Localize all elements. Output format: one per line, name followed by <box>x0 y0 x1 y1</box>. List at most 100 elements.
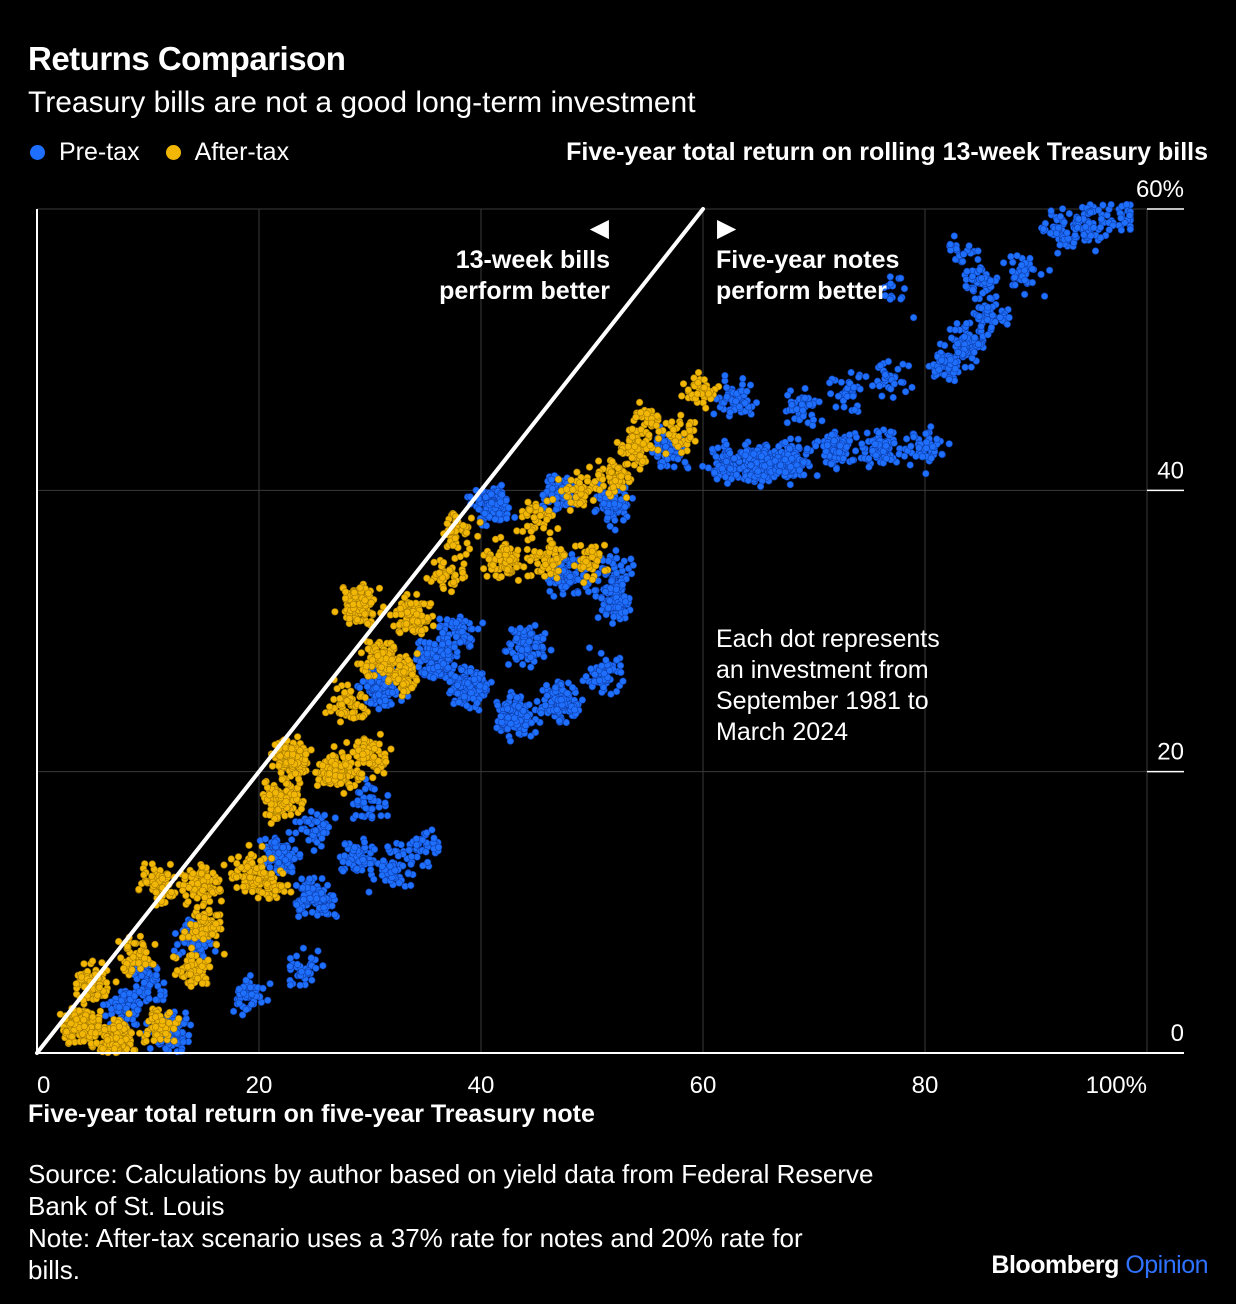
scatter-point <box>179 1038 187 1046</box>
scatter-point <box>900 285 909 293</box>
scatter-point <box>783 391 792 399</box>
scatter-point <box>391 866 399 875</box>
scatter-point <box>628 494 637 502</box>
scatter-point <box>606 522 614 530</box>
scatter-point <box>922 444 930 452</box>
scatter-point <box>318 834 326 842</box>
scatter-point <box>360 838 369 846</box>
scatter-point <box>1065 210 1073 218</box>
scatter-point <box>158 875 166 883</box>
scatter-point <box>436 615 444 623</box>
scatter-point <box>313 781 322 790</box>
scatter-point <box>450 643 459 651</box>
scatter-point <box>787 463 795 471</box>
scatter-point <box>710 469 719 477</box>
scatter-point <box>952 245 961 253</box>
scatter-point <box>286 981 295 989</box>
scatter-point <box>365 888 373 896</box>
scatter-point <box>945 440 953 448</box>
scatter-point <box>837 378 846 386</box>
scatter-point <box>619 516 628 524</box>
scatter-point <box>339 867 347 875</box>
scatter-point <box>803 445 811 453</box>
scatter-point <box>922 470 930 478</box>
scatter-point <box>233 883 241 892</box>
scatter-point <box>594 613 602 622</box>
scatter-point <box>192 927 200 936</box>
scatter-point <box>963 267 971 276</box>
scatter-point <box>187 920 195 929</box>
scatter-point <box>259 984 267 993</box>
scatter-point <box>292 901 301 909</box>
scatter-point <box>117 954 125 962</box>
scatter-point <box>840 403 848 411</box>
scatter-point <box>613 656 621 664</box>
scatter-point <box>813 472 821 480</box>
scatter-point <box>1064 235 1072 243</box>
scatter-point <box>863 429 871 437</box>
scatter-point <box>531 621 539 630</box>
scatter-point <box>899 360 907 368</box>
scatter-point <box>213 911 222 919</box>
scatter-point <box>1046 229 1054 237</box>
scatter-point <box>1054 224 1063 232</box>
scatter-point <box>96 1007 104 1015</box>
scatter-point <box>452 619 460 627</box>
scatter-point <box>109 1025 118 1033</box>
scatter-point <box>527 663 535 671</box>
scatter-point <box>367 866 375 874</box>
scatter-point <box>845 431 854 439</box>
scatter-point <box>266 980 274 988</box>
scatter-point <box>340 852 349 860</box>
scatter-point <box>266 811 274 819</box>
scatter-point <box>798 400 806 409</box>
scatter-point <box>110 1045 119 1053</box>
scatter-point <box>847 368 855 377</box>
scatter-point <box>79 1016 88 1024</box>
scatter-point <box>502 647 510 656</box>
scatter-point <box>368 812 376 820</box>
scatter-point <box>372 684 380 692</box>
scatter-point <box>432 653 440 662</box>
scatter-point <box>361 785 369 793</box>
scatter-point <box>420 669 429 677</box>
scatter-point <box>243 863 251 871</box>
scatter-point <box>217 897 225 905</box>
scatter-point <box>320 820 328 828</box>
scatter-point <box>886 280 895 288</box>
scatter-point <box>747 461 755 470</box>
scatter-point <box>858 440 866 448</box>
scatter-point <box>234 853 243 861</box>
scatter-point <box>399 862 407 870</box>
scatter-point <box>732 397 740 406</box>
scatter-point <box>826 390 835 398</box>
scatter-point <box>388 689 397 697</box>
scatter-point <box>160 979 168 987</box>
scatter-point <box>151 1013 160 1021</box>
scatter-point <box>476 682 484 690</box>
scatter-point <box>206 963 214 971</box>
scatter-point <box>503 705 512 713</box>
scatter-point <box>137 972 146 980</box>
scatter-point <box>746 381 755 389</box>
scatter-point <box>882 442 890 450</box>
scatter-point <box>1045 266 1054 274</box>
scatter-point <box>900 452 909 460</box>
scatter-point <box>300 895 308 904</box>
scatter-point <box>382 758 390 766</box>
scatter-point <box>165 1019 173 1027</box>
scatter-point <box>175 1015 183 1023</box>
scatter-point <box>531 643 540 651</box>
scatter-point <box>99 1001 107 1009</box>
scatter-point <box>498 491 506 499</box>
scatter-point <box>173 966 181 975</box>
scatter-point <box>319 895 327 903</box>
scatter-point <box>591 586 599 595</box>
legend-dot-after-tax <box>165 145 181 160</box>
scatter-point <box>328 902 336 910</box>
scatter-point <box>812 442 820 450</box>
scatter-point <box>278 775 286 784</box>
scatter-point <box>463 702 471 710</box>
scatter-point <box>313 838 321 846</box>
scatter-point <box>582 672 590 681</box>
